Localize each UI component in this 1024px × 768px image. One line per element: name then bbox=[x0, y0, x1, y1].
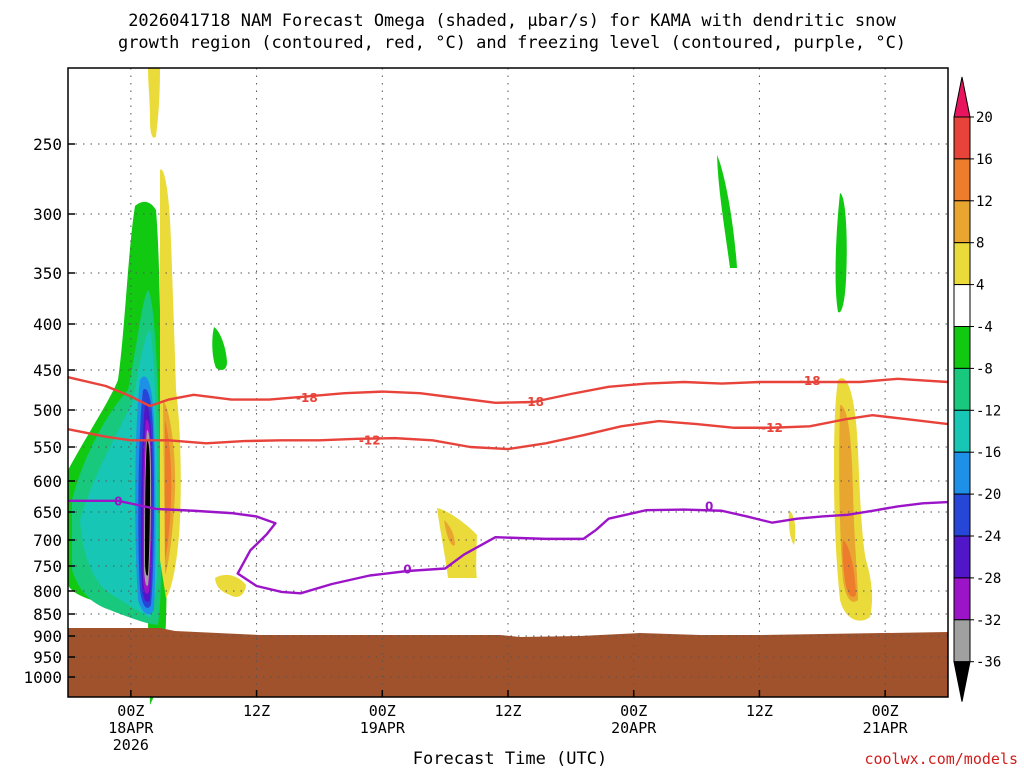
contour-label: -18 bbox=[799, 374, 821, 388]
contour-label: -18 bbox=[296, 391, 318, 405]
colorbar-swatch bbox=[953, 116, 971, 160]
colorbar-swatch bbox=[953, 493, 971, 537]
contour-line-0 bbox=[67, 376, 949, 408]
omega-pos12-column bbox=[165, 420, 172, 560]
x-tick-label: 12Z bbox=[243, 702, 270, 720]
x-tick-label: 00Z bbox=[872, 702, 899, 720]
title-line-1: 2026041718 NAM Forecast Omega (shaded, μ… bbox=[128, 11, 896, 31]
omega-pos4-small-1 bbox=[215, 574, 246, 597]
y-tick-label: 350 bbox=[33, 264, 62, 283]
colorbar-label: 4 bbox=[976, 278, 984, 294]
y-tick-label: 250 bbox=[33, 135, 62, 154]
colorbar-label: -24 bbox=[976, 529, 1001, 545]
temperature-contours: -18 -18 -18 -12 -12 0 0 0 bbox=[67, 374, 949, 595]
contour-label: 0 bbox=[403, 563, 411, 577]
x-tick-label: 20APR bbox=[611, 719, 657, 737]
colorbar-swatch-top bbox=[953, 76, 971, 118]
x-axis-title: Forecast Time (UTC) bbox=[413, 749, 607, 768]
colorbar-label: 16 bbox=[976, 152, 993, 168]
contour-label: 0 bbox=[705, 499, 713, 513]
x-tick-label: 19APR bbox=[360, 719, 406, 737]
colorbar-label: 20 bbox=[976, 110, 993, 126]
colorbar-swatch bbox=[953, 577, 971, 621]
chart-title: 2026041718 NAM Forecast Omega (shaded, μ… bbox=[118, 11, 906, 53]
title-line-2: growth region (contoured, red, °C) and f… bbox=[118, 33, 906, 53]
credit-label: coolwx.com/models bbox=[864, 750, 1018, 768]
omega-shading bbox=[68, 68, 873, 705]
y-tick-label: 300 bbox=[33, 205, 62, 224]
colorbar-swatch bbox=[953, 535, 971, 579]
x-tick-label: 2026 bbox=[113, 736, 149, 754]
y-tick-label: 900 bbox=[33, 627, 62, 646]
colorbar-swatch bbox=[953, 451, 971, 495]
colorbar-swatch bbox=[953, 367, 971, 411]
colorbar-swatch bbox=[953, 326, 971, 369]
omega-pos12-right-column bbox=[842, 540, 856, 597]
x-tick-label: 00Z bbox=[620, 702, 647, 720]
y-tick-label: 500 bbox=[33, 401, 62, 420]
y-tick-label: 400 bbox=[33, 315, 62, 334]
y-tick-label: 550 bbox=[33, 438, 62, 457]
terrain-below-ground bbox=[68, 628, 948, 697]
colorbar-label: -20 bbox=[976, 487, 1001, 503]
colorbar-swatch bbox=[953, 200, 971, 244]
colorbar-label: -12 bbox=[976, 403, 1001, 419]
x-tick-label: 00Z bbox=[369, 702, 396, 720]
colorbar-label: -36 bbox=[976, 655, 1001, 671]
colorbar: 20 16 12 8 4 -4 -8 -12 -16 -20 -24 -28 -32 -36 bbox=[953, 76, 1001, 702]
colorbar-swatch bbox=[953, 619, 971, 663]
contour-label: -12 bbox=[761, 421, 783, 435]
contour-label: 0 bbox=[114, 494, 122, 508]
y-tick-label: 600 bbox=[33, 472, 62, 491]
contour-line-1 bbox=[67, 413, 949, 451]
x-tick-label: 12Z bbox=[746, 702, 773, 720]
contour-label: -18 bbox=[522, 395, 544, 409]
y-tick-label: 800 bbox=[33, 582, 62, 601]
contour-label: -12 bbox=[359, 433, 381, 447]
y-axis-ticks: 250 300 350 400 450 500 550 600 650 700 750 800 850 9… bbox=[23, 135, 75, 687]
y-tick-label: 850 bbox=[33, 605, 62, 624]
x-tick-label: 21APR bbox=[863, 719, 909, 737]
y-tick-label: 700 bbox=[33, 531, 62, 550]
colorbar-label: -16 bbox=[976, 445, 1001, 461]
colorbar-swatch bbox=[953, 409, 971, 453]
colorbar-label: 8 bbox=[976, 236, 984, 252]
colorbar-label: 12 bbox=[976, 194, 993, 210]
x-tick-label: 00Z bbox=[117, 702, 144, 720]
omega-pos8-small-2 bbox=[444, 520, 455, 546]
colorbar-label: -4 bbox=[976, 320, 993, 336]
colorbar-label: -8 bbox=[976, 361, 993, 377]
x-tick-label: 12Z bbox=[494, 702, 521, 720]
omega-neg4-small-3 bbox=[835, 193, 847, 313]
colorbar-swatch bbox=[953, 284, 971, 328]
colorbar-swatch bbox=[953, 242, 971, 286]
y-tick-label: 950 bbox=[33, 648, 62, 667]
colorbar-swatch bbox=[953, 158, 971, 202]
below-ground-mask bbox=[68, 628, 948, 697]
omega-neg4-small-1 bbox=[212, 327, 227, 370]
colorbar-swatch-bottom bbox=[953, 661, 971, 702]
colorbar-label: -28 bbox=[976, 571, 1001, 587]
omega-pos4-top bbox=[148, 68, 160, 138]
y-tick-label: 1000 bbox=[23, 668, 62, 687]
colorbar-label: -32 bbox=[976, 613, 1001, 629]
y-tick-label: 450 bbox=[33, 361, 62, 380]
omega-neg4-small-2 bbox=[717, 155, 737, 268]
y-tick-label: 650 bbox=[33, 503, 62, 522]
contour-line-2 bbox=[68, 499, 949, 595]
x-tick-label: 18APR bbox=[108, 719, 154, 737]
y-tick-label: 750 bbox=[33, 557, 62, 576]
